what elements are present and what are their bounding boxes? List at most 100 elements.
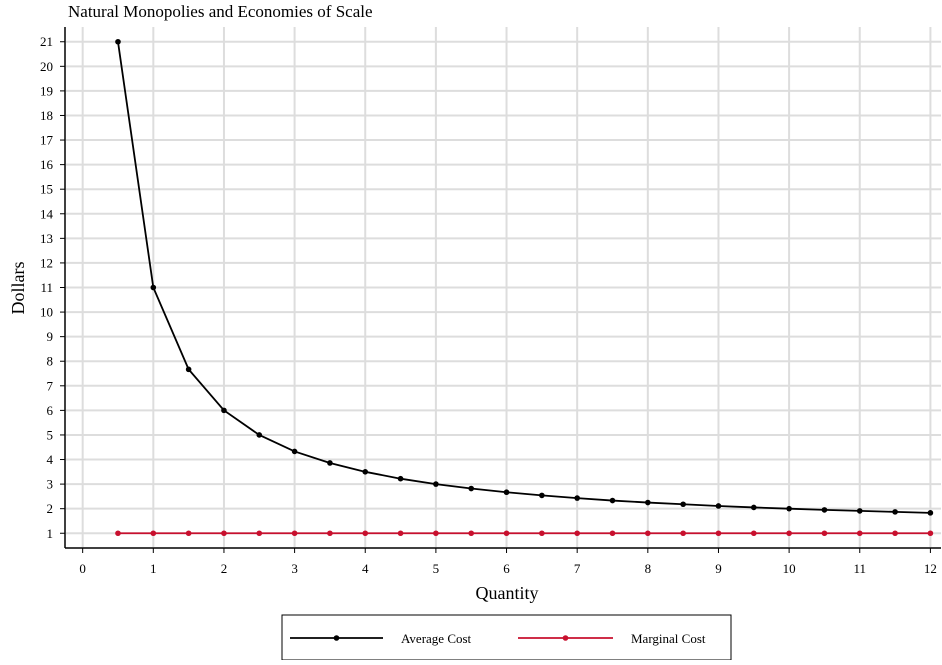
marginal-cost-point (503, 530, 510, 537)
average-cost-point (539, 492, 545, 499)
marginal-cost-point (327, 530, 333, 537)
marginal-cost-point (892, 530, 898, 537)
marginal-cost-point (927, 530, 934, 537)
average-cost-point (892, 509, 898, 515)
legend-item-marginal-cost: Marginal Cost (518, 631, 706, 646)
y-tick-label: 1 (47, 526, 54, 541)
y-tick-label: 3 (47, 477, 54, 492)
marginal-cost-point (609, 530, 616, 537)
y-tick-label: 9 (47, 329, 54, 344)
average-cost-point (927, 510, 934, 516)
y-tick-label: 21 (40, 34, 53, 49)
average-cost-point (645, 499, 651, 506)
marginal-cost-point (397, 530, 404, 537)
average-cost-point (786, 505, 792, 512)
x-tick-label: 7 (574, 561, 581, 576)
y-tick-label: 18 (40, 108, 53, 123)
y-tick-label: 7 (47, 378, 54, 393)
average-cost-line (117, 41, 931, 514)
average-cost-point (856, 508, 863, 514)
average-cost-point (680, 501, 686, 508)
average-cost-point (327, 460, 333, 466)
x-tick-label: 11 (853, 561, 866, 576)
y-tick-label: 20 (40, 59, 53, 74)
marginal-cost-point (185, 530, 192, 537)
marginal-cost-point (115, 530, 121, 537)
average-cost-point (821, 507, 828, 513)
y-tick-label: 14 (40, 206, 54, 221)
y-tick-label: 13 (40, 231, 53, 246)
x-tick-label: 5 (433, 561, 440, 576)
y-tick-label: 5 (47, 427, 54, 442)
legend-label: Marginal Cost (631, 631, 706, 646)
average-cost-point (397, 475, 404, 482)
y-tick-label: 15 (40, 182, 53, 197)
x-axis-ticks: 0 1 2 3 4 5 6 7 8 9 10 11 12 (79, 548, 937, 576)
y-tick-label: 11 (40, 280, 53, 295)
marginal-cost-point (362, 530, 369, 537)
marginal-cost-point (539, 530, 545, 537)
y-tick-label: 12 (40, 255, 53, 270)
average-cost-point (115, 38, 121, 45)
average-cost-point (291, 448, 298, 455)
average-cost-series (115, 38, 934, 516)
average-cost-point (150, 284, 157, 291)
average-cost-point (503, 489, 510, 496)
marginal-cost-point (821, 530, 828, 537)
x-tick-label: 9 (715, 561, 722, 576)
x-tick-label: 12 (924, 561, 937, 576)
grid-lines (66, 27, 941, 547)
average-cost-point (715, 503, 722, 509)
legend-swatch-marker (333, 635, 340, 641)
average-cost-point (468, 485, 475, 492)
legend-swatch-marker (562, 635, 569, 641)
x-axis-title: Quantity (476, 583, 539, 603)
x-tick-label: 6 (503, 561, 510, 576)
y-tick-label: 16 (40, 157, 54, 172)
y-tick-label: 6 (47, 403, 54, 418)
marginal-cost-point (433, 530, 439, 537)
marginal-cost-point (256, 530, 263, 537)
marginal-cost-point (715, 530, 722, 537)
marginal-cost-point (150, 530, 157, 537)
x-tick-label: 1 (150, 561, 157, 576)
y-tick-label: 19 (40, 83, 53, 98)
marginal-cost-point (574, 530, 580, 537)
x-tick-label: 3 (291, 561, 298, 576)
average-cost-point (362, 469, 369, 475)
series-layer (115, 38, 934, 537)
average-cost-point (750, 504, 757, 511)
average-cost-point (574, 495, 580, 501)
x-tick-label: 8 (645, 561, 652, 576)
average-cost-point (221, 407, 227, 414)
y-tick-label: 2 (47, 501, 54, 516)
y-tick-label: 10 (40, 305, 53, 320)
x-tick-label: 4 (362, 561, 369, 576)
marginal-cost-point (680, 530, 686, 537)
average-cost-point (433, 481, 439, 487)
legend: Average Cost Marginal Cost (281, 614, 732, 661)
marginal-cost-series (115, 530, 934, 537)
x-tick-label: 2 (221, 561, 228, 576)
x-tick-label: 0 (79, 561, 86, 576)
x-tick-label: 10 (783, 561, 796, 576)
legend-item-average-cost: Average Cost (290, 631, 472, 646)
legend-label: Average Cost (401, 631, 472, 646)
marginal-cost-point (856, 530, 863, 537)
marginal-cost-point (750, 530, 757, 537)
marginal-cost-point (221, 530, 227, 537)
y-tick-label: 4 (47, 452, 54, 467)
y-tick-label: 17 (40, 133, 54, 148)
chart-title: Natural Monopolies and Economies of Scal… (68, 2, 373, 21)
y-axis-title: Dollars (8, 262, 28, 315)
marginal-cost-point (645, 530, 651, 537)
y-tick-label: 8 (47, 354, 54, 369)
average-cost-point (256, 432, 263, 438)
average-cost-point (185, 366, 192, 373)
marginal-cost-point (786, 530, 792, 537)
average-cost-point (609, 497, 616, 504)
marginal-cost-point (291, 530, 298, 537)
